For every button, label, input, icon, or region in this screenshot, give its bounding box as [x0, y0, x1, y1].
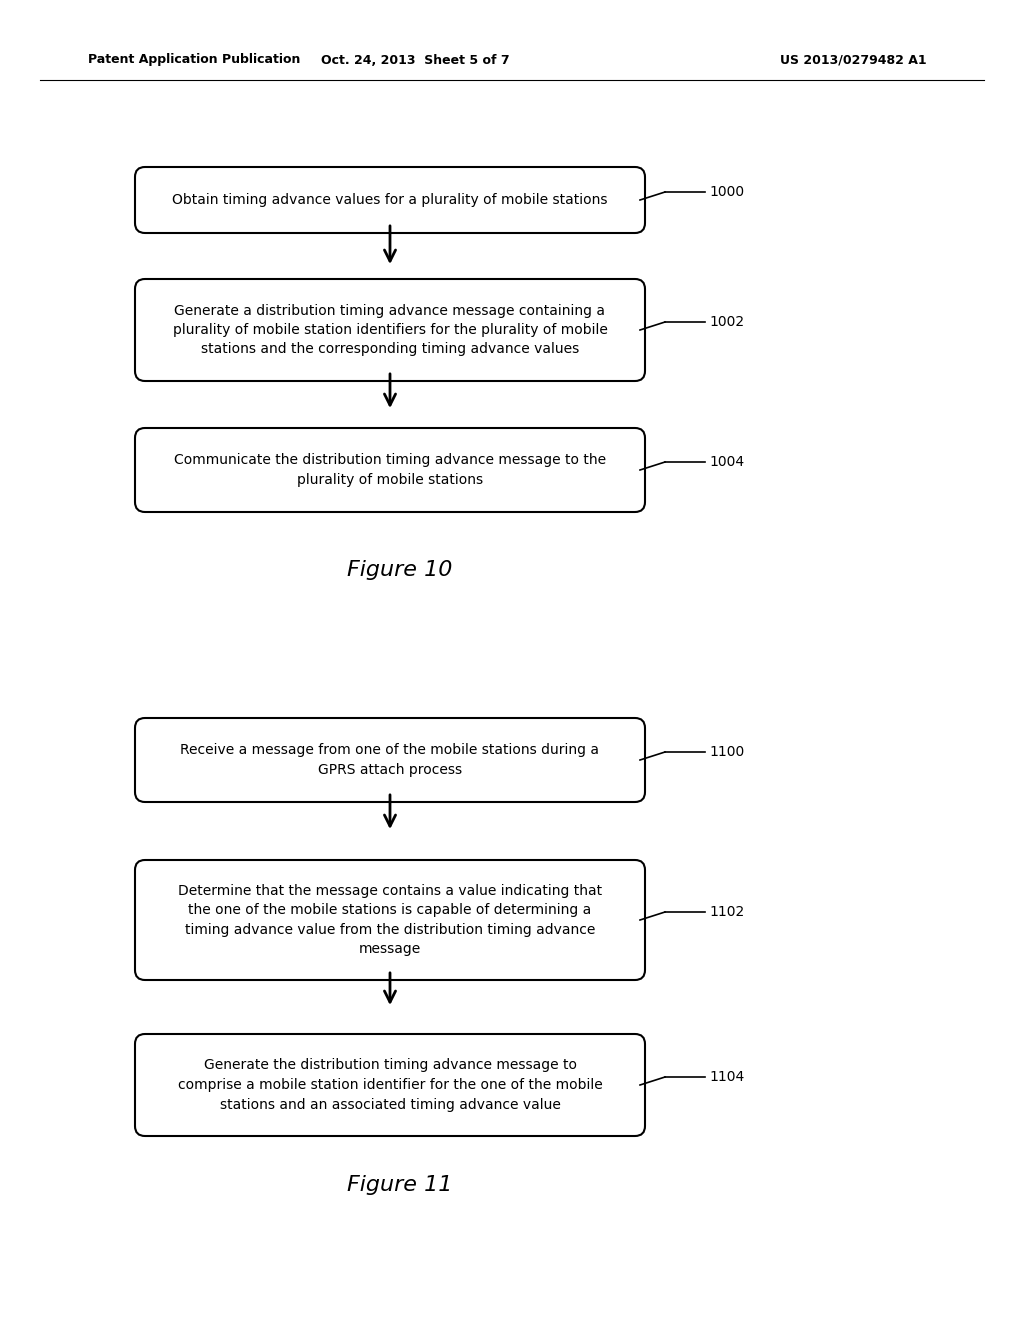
Text: 1100: 1100	[709, 744, 744, 759]
Text: Figure 10: Figure 10	[347, 560, 453, 579]
Text: 1104: 1104	[709, 1071, 744, 1084]
FancyBboxPatch shape	[135, 428, 645, 512]
Text: US 2013/0279482 A1: US 2013/0279482 A1	[780, 54, 927, 66]
Text: Obtain timing advance values for a plurality of mobile stations: Obtain timing advance values for a plura…	[172, 193, 608, 207]
Text: Oct. 24, 2013  Sheet 5 of 7: Oct. 24, 2013 Sheet 5 of 7	[321, 54, 509, 66]
FancyBboxPatch shape	[135, 1034, 645, 1137]
Text: Generate the distribution timing advance message to
comprise a mobile station id: Generate the distribution timing advance…	[177, 1059, 602, 1111]
Text: 1102: 1102	[709, 906, 744, 919]
FancyBboxPatch shape	[135, 279, 645, 381]
Text: Receive a message from one of the mobile stations during a
GPRS attach process: Receive a message from one of the mobile…	[180, 743, 599, 776]
Text: 1000: 1000	[709, 185, 744, 199]
Text: Generate a distribution timing advance message containing a
plurality of mobile : Generate a distribution timing advance m…	[173, 304, 607, 356]
Text: Figure 11: Figure 11	[347, 1175, 453, 1195]
Text: Communicate the distribution timing advance message to the
plurality of mobile s: Communicate the distribution timing adva…	[174, 453, 606, 487]
FancyBboxPatch shape	[135, 861, 645, 979]
Text: Determine that the message contains a value indicating that
the one of the mobil: Determine that the message contains a va…	[178, 884, 602, 956]
FancyBboxPatch shape	[135, 168, 645, 234]
FancyBboxPatch shape	[135, 718, 645, 803]
Text: 1002: 1002	[709, 315, 744, 329]
Text: 1004: 1004	[709, 455, 744, 469]
Text: Patent Application Publication: Patent Application Publication	[88, 54, 300, 66]
